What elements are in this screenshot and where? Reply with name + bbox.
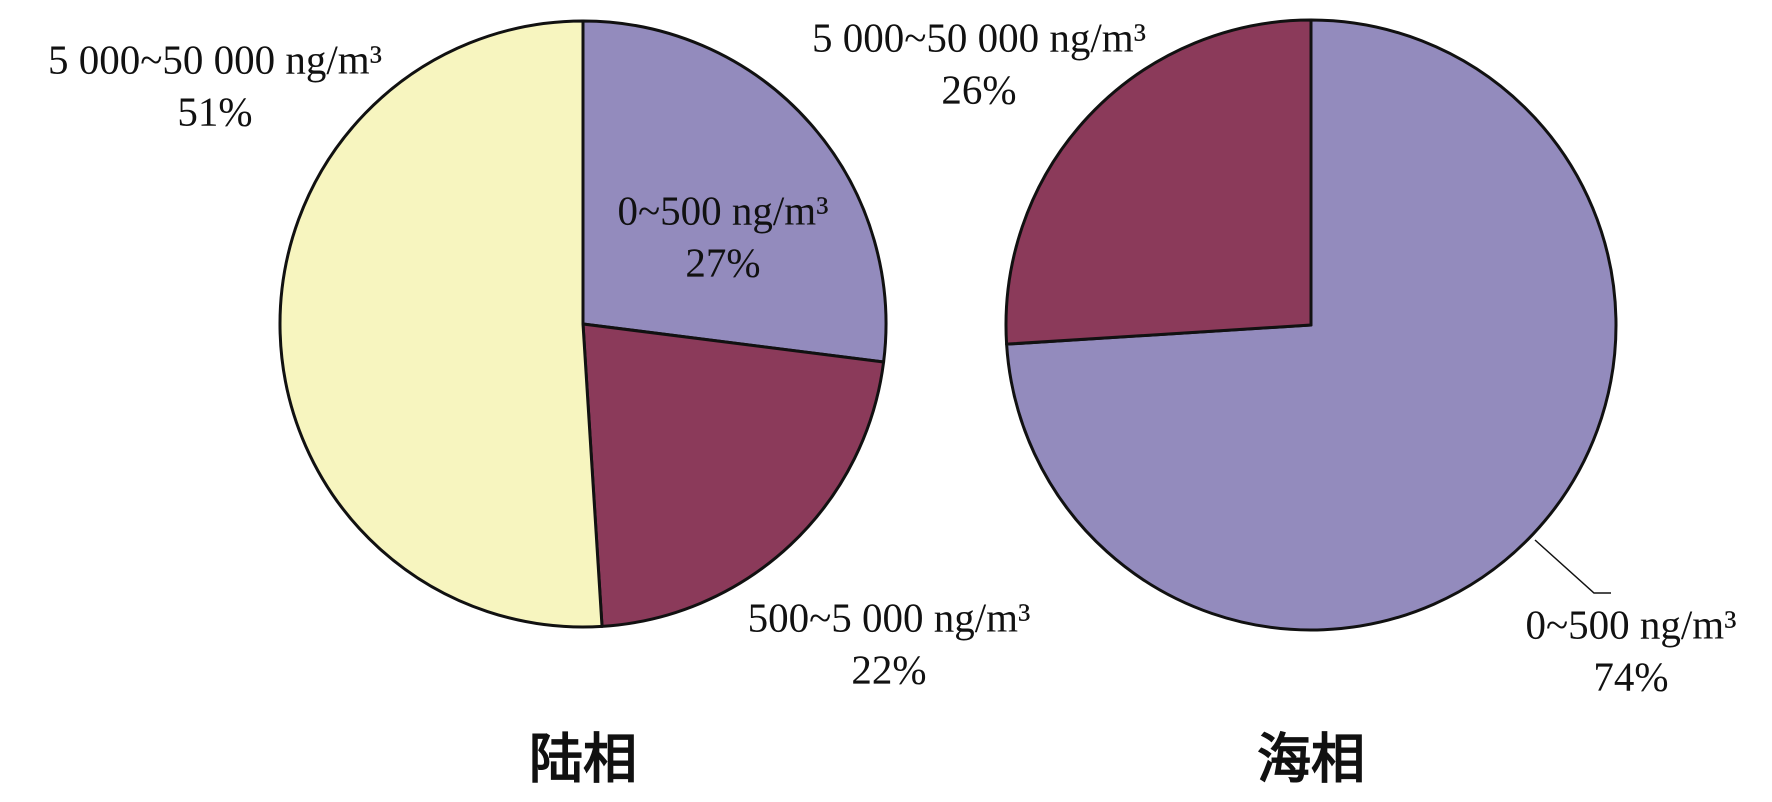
chart-title: 海相 [1257, 728, 1365, 791]
chart-title: 陆相 [529, 728, 637, 791]
pie-slice [1004, 18, 1313, 346]
slice-value-label: 22% [851, 646, 926, 692]
leader-line [1534, 539, 1611, 594]
pie-slice [581, 322, 886, 628]
slice-category-label: 0~500 ng/m³ [617, 187, 828, 233]
slice-category-label: 0~500 ng/m³ [1525, 601, 1736, 647]
pie-slice [278, 19, 604, 629]
slice-value-label: 27% [685, 239, 760, 285]
slice-category-label: 500~5 000 ng/m³ [748, 594, 1031, 640]
slice-value-label: 26% [941, 66, 1016, 112]
pie-slice [581, 19, 888, 364]
slice-value-label: 51% [177, 88, 252, 134]
slice-value-label: 74% [1593, 653, 1668, 699]
slice-category-label: 5 000~50 000 ng/m³ [48, 36, 382, 82]
slice-category-label: 5 000~50 000 ng/m³ [812, 14, 1146, 60]
